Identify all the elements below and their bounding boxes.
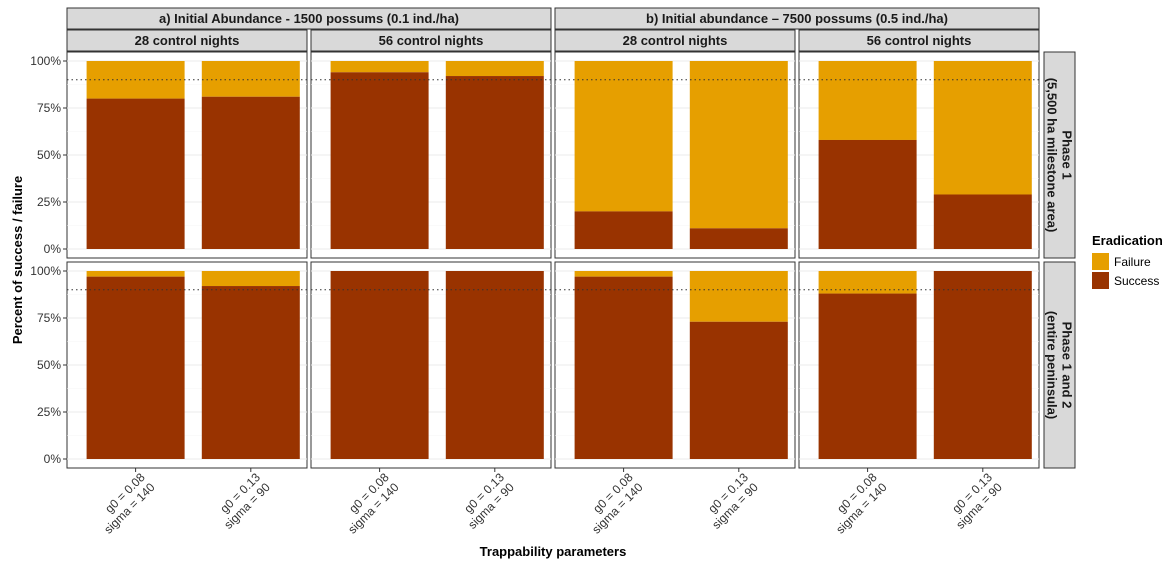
bar-success [689,321,788,459]
row-strip-label: Phase 1 and 2(entire peninsula) [1045,311,1075,419]
y-tick-label: 50% [37,358,61,372]
row-strip-label-line2: (entire peninsula) [1045,311,1060,419]
y-tick-label: 100% [30,264,61,278]
y-axis-title: Percent of success / failure [10,176,25,344]
row-strip-label-line1: Phase 1 and 2 [1060,322,1075,409]
row-strip-label: Phase 1(5,500 ha milestone area) [1045,78,1075,233]
group-strip-label: a) Initial Abundance - 1500 possums (0.1… [159,11,459,26]
row-strip-label-line1: Phase 1 [1060,130,1075,179]
bar-success [201,96,300,249]
bar-success [574,276,673,459]
column-strip-label: 28 control nights [135,33,240,48]
panel [310,51,552,259]
column-strip [66,29,308,52]
y-tick-label: 0% [44,452,62,466]
column-strip [554,29,796,52]
column-strip-label: 28 control nights [623,33,728,48]
bar-success [330,271,429,459]
group-strip-label: b) Initial abundance – 7500 possums (0.5… [646,11,948,26]
bar-success [201,286,300,459]
bar-failure [201,271,300,287]
bar-success [330,72,429,249]
legend-swatch [1092,272,1109,289]
bar-success [818,139,917,249]
row-strip [1043,261,1076,469]
column-strip-label: 56 control nights [867,33,972,48]
column-strip [310,29,552,52]
bar-success [933,194,1032,249]
y-tick-label: 0% [44,242,62,256]
bar-success [445,76,544,249]
y-tick-label: 50% [37,148,61,162]
bar-failure [574,61,673,212]
bar-success [86,98,185,249]
x-axis-title: Trappability parameters [480,544,627,559]
bar-failure [86,271,185,277]
bar-failure [445,61,544,77]
bar-failure [818,61,917,140]
panel [66,51,308,259]
bar-failure [574,271,673,277]
bar-failure [689,271,788,322]
group-strip [66,7,552,30]
panel [554,51,796,259]
y-tick-label: 25% [37,195,61,209]
legend-label: Failure [1114,255,1151,269]
bar-failure [818,271,917,294]
column-strip [798,29,1040,52]
bar-failure [330,61,429,73]
panel [798,261,1040,469]
bar-failure [933,61,1032,195]
bar-failure [201,61,300,97]
bar-success [445,271,544,459]
y-tick-label: 75% [37,101,61,115]
column-strip-label: 56 control nights [379,33,484,48]
group-strip [554,7,1040,30]
panel [554,261,796,469]
legend-label: Success [1114,274,1159,288]
panel [798,51,1040,259]
bar-success [818,293,917,459]
panel [66,261,308,469]
y-tick-label: 75% [37,311,61,325]
legend-swatch [1092,253,1109,270]
bar-success [86,276,185,459]
bar-failure [689,61,788,229]
bar-success [933,271,1032,459]
y-tick-label: 100% [30,54,61,68]
row-strip-label-line2: (5,500 ha milestone area) [1045,78,1060,233]
row-strip [1043,51,1076,259]
bar-success [574,211,673,249]
bar-success [689,228,788,249]
legend-title: Eradication [1092,233,1163,248]
y-tick-label: 25% [37,405,61,419]
panel [310,261,552,469]
